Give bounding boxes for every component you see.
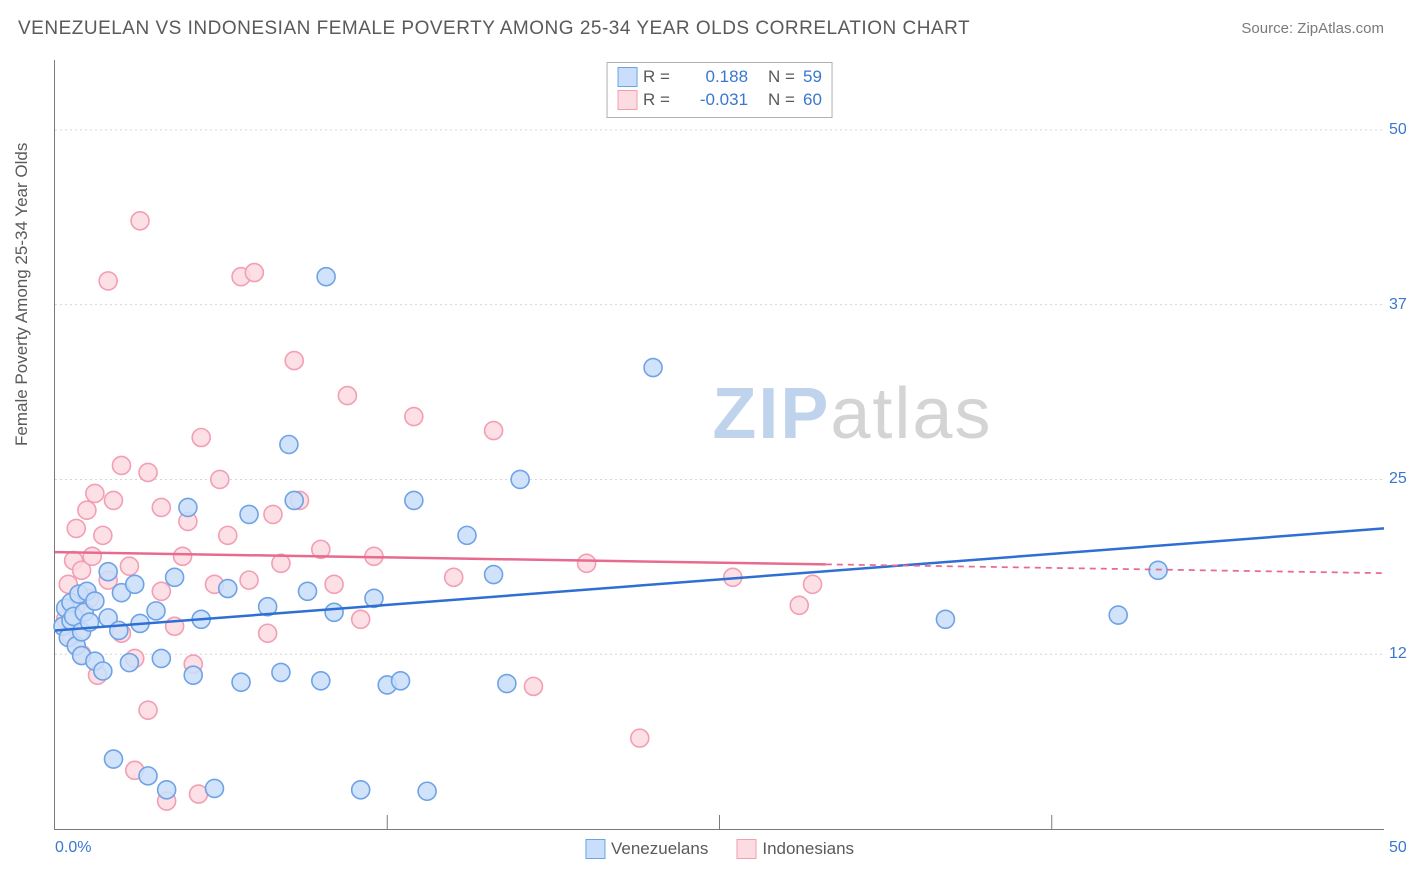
x-axis-min-label: 0.0%: [55, 839, 91, 857]
y-tick-label: 25.0%: [1389, 470, 1406, 488]
n-label: N =: [768, 89, 803, 112]
scatter-plot: ZIPatlas 12.5%25.0%37.5%50.0% 0.0% 50.0%…: [54, 60, 1384, 830]
source-name: ZipAtlas.com: [1297, 20, 1384, 37]
y-axis-label: Female Poverty Among 25-34 Year Olds: [12, 143, 32, 446]
chart-title: VENEZUELAN VS INDONESIAN FEMALE POVERTY …: [18, 18, 970, 40]
n-value-ind: 60: [803, 89, 822, 112]
legend-item-ind: Indonesians: [736, 839, 854, 859]
legend-item-ven: Venezuelans: [585, 839, 708, 859]
n-label: N =: [768, 66, 803, 89]
legend-label-ven: Venezuelans: [611, 839, 708, 859]
swatch-ven: [585, 839, 605, 859]
r-value-ven: 0.188: [683, 66, 748, 89]
x-axis-max-label: 50.0%: [1389, 839, 1406, 857]
source-attribution: Source: ZipAtlas.com: [1241, 20, 1384, 37]
swatch-ind: [736, 839, 756, 859]
series-legend: Venezuelans Indonesians: [585, 839, 854, 859]
correlation-stats-legend: R =0.188 N =59 R =-0.031 N =60: [606, 62, 833, 118]
y-tick-label: 12.5%: [1389, 645, 1406, 663]
n-value-ven: 59: [803, 66, 822, 89]
r-value-ind: -0.031: [683, 89, 748, 112]
legend-label-ind: Indonesians: [762, 839, 854, 859]
swatch-ven: [617, 67, 637, 87]
swatch-ind: [617, 90, 637, 110]
source-prefix: Source:: [1241, 20, 1297, 37]
y-tick-label: 50.0%: [1389, 121, 1406, 139]
stats-row-ind: R =-0.031 N =60: [617, 89, 822, 112]
r-label: R =: [643, 89, 683, 112]
r-label: R =: [643, 66, 683, 89]
y-tick-label: 37.5%: [1389, 296, 1406, 314]
plot-svg: [55, 60, 1384, 829]
stats-row-ven: R =0.188 N =59: [617, 66, 822, 89]
